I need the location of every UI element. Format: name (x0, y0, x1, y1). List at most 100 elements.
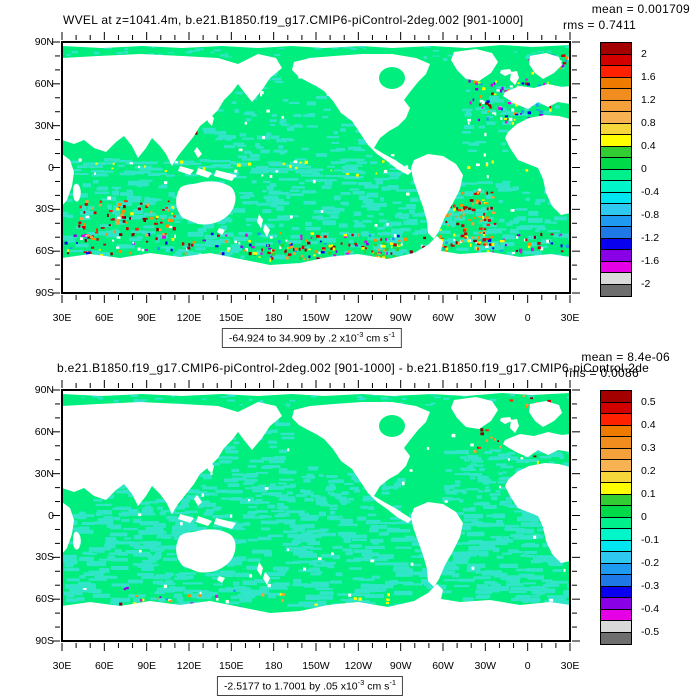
colorbar-tick-label: -0.4 (641, 185, 660, 198)
lon-tick-label: 150E (219, 312, 244, 324)
lon-tick-label: 120W (344, 660, 373, 672)
lon-tick-label: 60E (94, 660, 114, 672)
colorbar-segment (601, 483, 631, 495)
colorbar-tick-label: -0.5 (641, 625, 660, 638)
colorbar-tick-label: 0.3 (641, 441, 656, 454)
colorbar-segment (601, 43, 631, 55)
colorbar-segment (601, 135, 631, 147)
range-unit-exponent: -1 (389, 678, 397, 687)
lon-tick-label: 30E (560, 312, 580, 324)
range-unit-exponent: -1 (388, 330, 396, 339)
lon-tick-label: 120E (176, 312, 202, 324)
lat-tick-label: 30N (34, 467, 54, 480)
colorbar-segment (601, 425, 631, 437)
colorbar-segment (601, 284, 631, 296)
lon-tick-label: 150W (302, 660, 330, 672)
world-map-top (52, 32, 580, 303)
colorbar-segment (601, 391, 631, 403)
lon-tick-label: 90W (389, 660, 412, 672)
lat-tick-label: 90N (34, 384, 54, 396)
colorbar-segment (601, 621, 631, 633)
colorbar-segment (601, 471, 631, 483)
colorbar-tick-label: -0.8 (641, 208, 660, 221)
mean-stat-bottom: mean = 8.4e-06 (581, 350, 670, 364)
lat-tick-label: 30N (34, 119, 54, 132)
colorbar-segment (601, 506, 631, 518)
rms-stat-bottom: rms = 0.0086 (565, 366, 639, 380)
world-map-bottom (52, 380, 580, 651)
colorbar-segment (601, 66, 631, 78)
lat-tick-label: 60N (34, 425, 54, 438)
lon-tick-label: 60E (94, 312, 114, 324)
lat-tick-label: 30S (35, 203, 54, 216)
lon-tick-label: 0 (524, 312, 531, 324)
lat-tick-label: 90S (35, 287, 54, 299)
colorbar-tick-label: -0.4 (641, 602, 660, 615)
colorbar-segment (601, 563, 631, 575)
lat-tick-label: 0 (48, 509, 54, 522)
colorbar-segment (601, 517, 631, 529)
colorbar-tick-label: 0 (641, 510, 647, 523)
range-text: -64.924 to 34.909 by .2 x10 (228, 332, 357, 345)
colorbar-segment (601, 529, 631, 541)
colorbar-tick-label: 0.1 (641, 487, 656, 500)
colorbar-segment (601, 192, 631, 204)
colorbar-segment (601, 552, 631, 564)
colorbar-tick-label: -0.3 (641, 579, 660, 592)
colorbar-tick-label: -1.2 (641, 231, 660, 244)
colorbar-segment (601, 402, 631, 414)
colorbar-tick-label: 0 (641, 162, 647, 175)
range-unit: cm s (364, 680, 390, 693)
colorbar-segment (601, 238, 631, 250)
contour-range-label-top: -64.924 to 34.909 by .2 x10-3 cm s-1 (221, 328, 403, 348)
colorbar-segment (601, 146, 631, 158)
colorbar-segment (601, 460, 631, 472)
colorbar-segment (601, 77, 631, 89)
range-exponent: -3 (357, 678, 365, 687)
colorbar-tick-label: -2 (641, 277, 651, 290)
colorbar-tick-label: 0.4 (641, 418, 656, 431)
lon-tick-label: 120E (176, 660, 202, 672)
colorbar-bottom (600, 390, 632, 645)
colorbar-segment (601, 204, 631, 216)
colorbar-segment (601, 250, 631, 262)
lat-tick-label: 0 (48, 161, 54, 174)
colorbar-tick-label: 0.4 (641, 139, 656, 152)
colorbar-segment (601, 54, 631, 66)
lon-tick-label: 180 (264, 660, 283, 672)
colorbar-tick-label: 1.2 (641, 93, 656, 106)
colorbar-segment (601, 169, 631, 181)
lon-tick-label: 30W (474, 660, 497, 672)
colorbar-tick-label: 0.2 (641, 464, 656, 477)
lat-tick-label: 60S (35, 593, 54, 606)
lon-tick-label: 60W (432, 312, 454, 324)
colorbar-segment (601, 227, 631, 239)
colorbar-segment (601, 586, 631, 598)
lon-tick-label: 60W (432, 660, 454, 672)
colorbar-segment (601, 89, 631, 101)
lat-tick-label: 90S (35, 635, 54, 647)
colorbar-segment (601, 414, 631, 426)
lon-tick-label: 30E (52, 312, 72, 324)
lon-tick-label: 180 (264, 312, 283, 324)
colorbar-segment (601, 158, 631, 170)
colorbar-segment (601, 273, 631, 285)
range-text: -2.5177 to 1.7001 by .05 x10 (223, 680, 358, 693)
lat-tick-label: 90N (34, 36, 54, 48)
colorbar-segment (601, 632, 631, 644)
colorbar-segment (601, 437, 631, 449)
plot-title-bottom: b.e21.B1850.f19_g17.CMIP6-piControl-2deg… (57, 361, 650, 375)
lon-tick-label: 150E (219, 660, 244, 672)
colorbar-segment (601, 448, 631, 460)
colorbar-tick-label: -0.2 (641, 556, 660, 569)
lon-tick-label: 30E (52, 660, 72, 672)
contour-range-label-bottom: -2.5177 to 1.7001 by .05 x10-3 cm s-1 (216, 676, 404, 696)
lon-tick-label: 120W (344, 312, 373, 324)
rms-stat-top: rms = 0.7411 (563, 18, 637, 32)
colorbar-tick-label: -0.1 (641, 533, 660, 546)
lat-tick-label: 30S (35, 551, 54, 564)
lon-tick-label: 90E (137, 660, 157, 672)
colorbar-tick-label: 0.8 (641, 116, 656, 129)
range-exponent: -3 (356, 330, 364, 339)
